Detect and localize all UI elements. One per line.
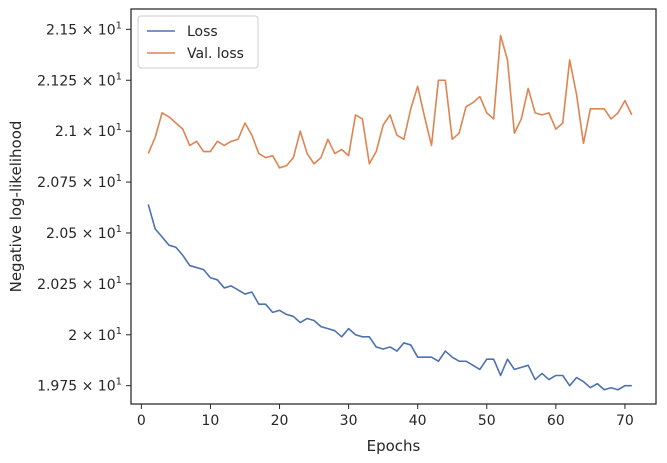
y-tick-mantissa: 2.15 [46, 22, 77, 38]
y-tick-label: 2.075 × 101 [37, 173, 122, 191]
y-tick-label: 2.025 × 101 [37, 275, 122, 293]
y-tick-label: 1.975 × 101 [37, 377, 122, 395]
x-axis-label: Epochs [367, 437, 421, 455]
series-line-1 [147, 34, 633, 169]
x-tick-label: 20 [271, 413, 289, 429]
y-tick-mantissa: 2.05 [46, 226, 77, 242]
legend-box [137, 15, 259, 69]
y-tick-exponent: 1 [116, 122, 122, 133]
y-tick-label: 2.125 × 101 [37, 71, 122, 89]
y-tick-mantissa: 2.075 [37, 175, 77, 191]
y-tick-mantissa: 1.975 [37, 379, 77, 395]
series-line-0 [147, 204, 632, 391]
y-tick-label: 2 × 101 [68, 326, 122, 344]
x-axis-ticks: 0 10 20 30 40 50 60 70 [137, 404, 634, 429]
x-tick-label: 10 [202, 413, 220, 429]
y-tick-exponent: 1 [116, 224, 122, 235]
y-tick-label: 2.15 × 101 [46, 20, 122, 38]
y-tick-exponent: 1 [116, 20, 122, 31]
y-tick-mantissa: 2.025 [37, 277, 77, 293]
y-tick-label: 2.1 × 101 [55, 122, 122, 140]
y-tick-label: 2.05 × 101 [46, 224, 122, 242]
y-tick-exponent: 1 [116, 275, 122, 286]
y-tick-mantissa: 2 [68, 328, 77, 344]
x-tick-label: 50 [478, 413, 496, 429]
y-axis-label: Negative log-likelihood [7, 121, 25, 293]
y-tick-mantissa: 2.1 [55, 124, 77, 140]
legend-label: Loss [187, 24, 218, 40]
y-tick-exponent: 1 [116, 326, 122, 337]
x-tick-label: 40 [409, 413, 427, 429]
plot-frame [130, 8, 657, 405]
x-tick-label: 60 [547, 413, 565, 429]
legend: Loss Val. loss [137, 15, 259, 69]
x-tick-label: 30 [340, 413, 358, 429]
x-tick-label: 70 [616, 413, 634, 429]
y-tick-exponent: 1 [116, 173, 122, 184]
series-layer [147, 34, 633, 391]
y-tick-exponent: 1 [116, 377, 122, 388]
y-tick-exponent: 1 [116, 71, 122, 82]
legend-label: Val. loss [187, 46, 244, 62]
x-tick-label: 0 [137, 413, 146, 429]
y-tick-mantissa: 2.125 [37, 73, 77, 89]
